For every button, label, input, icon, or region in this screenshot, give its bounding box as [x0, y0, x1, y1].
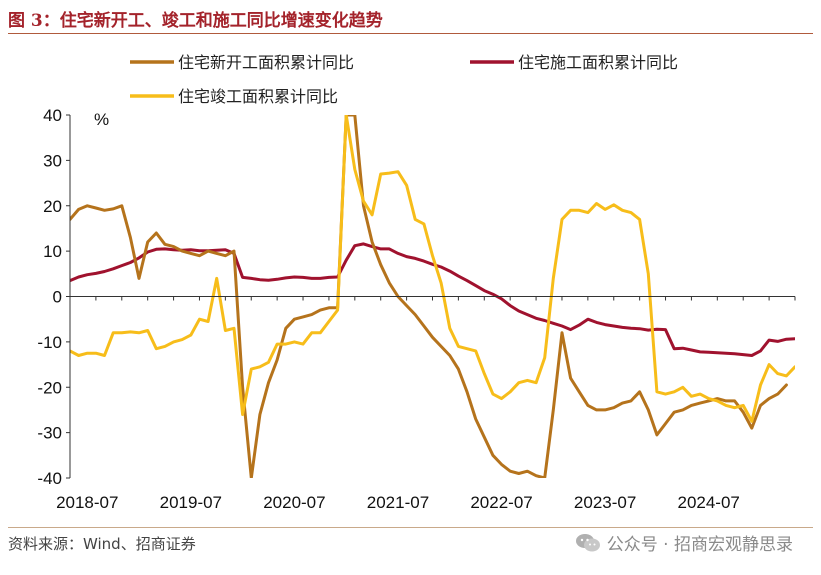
y-tick-label: 30	[43, 151, 62, 170]
y-tick-label: 40	[43, 106, 62, 125]
watermark-text: 公众号 · 招商宏观静思录	[606, 535, 793, 555]
series-line-1	[70, 115, 788, 478]
legend-label-0: 住宅新开工面积累计同比	[178, 53, 354, 72]
y-tick-label: -20	[37, 378, 62, 397]
title-divider	[8, 33, 813, 34]
watermark: 公众号 · 招商宏观静思录	[575, 530, 793, 555]
series-layer	[70, 115, 795, 478]
y-tick-label: 0	[53, 288, 62, 307]
axes: 40 30 20 10 0 -10 -20 -30 -40 2018-07 2019-07 2020-…	[37, 106, 796, 512]
legend-label-2: 住宅竣工面积累计同比	[178, 87, 338, 106]
y-tick-label: 10	[43, 242, 62, 261]
y-tick-label: 20	[43, 197, 62, 216]
x-tick-label: 2023-07	[574, 493, 636, 512]
y-tick-label: -40	[37, 469, 62, 488]
figure-title: 图 3：住宅新开工、竣工和施工同比增速变化趋势	[8, 11, 383, 31]
x-tick-label: 2018-07	[56, 493, 118, 512]
series-line-2	[70, 115, 795, 423]
footer-divider	[8, 527, 813, 528]
x-tick-label: 2022-07	[470, 493, 532, 512]
y-tick-label: -10	[37, 333, 62, 352]
source-note: 资料来源：Wind、招商证券	[8, 535, 196, 553]
legend-label-1: 住宅施工面积累计同比	[518, 53, 678, 72]
x-tick-label: 2021-07	[367, 493, 429, 512]
x-tick-label: 2019-07	[160, 493, 222, 512]
y-axis-unit-label: %	[94, 110, 109, 129]
x-tick-label: 2020-07	[263, 493, 325, 512]
y-tick-label: -30	[37, 424, 62, 443]
series-line-0	[70, 242, 795, 357]
x-tick-label: 2024-07	[677, 493, 739, 512]
wechat-icon	[575, 533, 600, 551]
